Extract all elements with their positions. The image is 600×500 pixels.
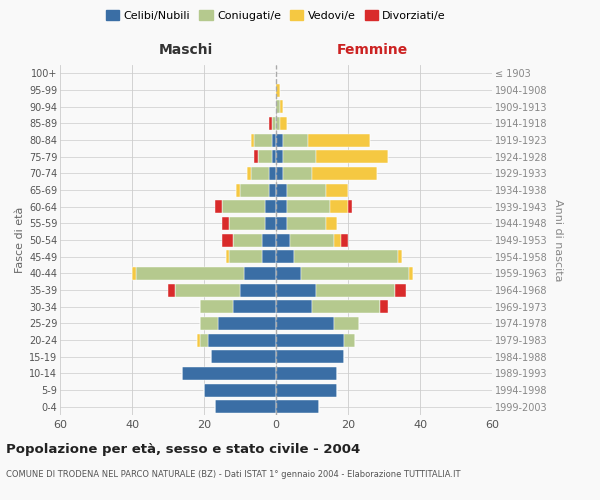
Bar xyxy=(269,184,276,196)
Bar xyxy=(312,300,380,313)
Bar xyxy=(316,284,395,296)
Bar xyxy=(280,117,287,130)
Bar xyxy=(236,184,240,196)
Bar xyxy=(197,334,200,346)
Bar xyxy=(215,400,276,413)
Bar xyxy=(222,217,229,230)
Bar xyxy=(312,167,377,180)
Bar xyxy=(316,150,388,163)
Bar xyxy=(283,167,312,180)
Bar xyxy=(265,200,276,213)
Bar xyxy=(398,250,402,263)
Bar xyxy=(276,167,283,180)
Y-axis label: Anni di nascita: Anni di nascita xyxy=(553,198,563,281)
Bar xyxy=(132,267,136,280)
Bar xyxy=(200,334,208,346)
Bar xyxy=(276,84,280,96)
Bar xyxy=(334,234,341,246)
Bar xyxy=(254,134,272,146)
Bar xyxy=(247,167,251,180)
Bar xyxy=(276,350,344,363)
Bar xyxy=(276,234,290,246)
Bar xyxy=(211,350,276,363)
Bar xyxy=(341,234,348,246)
Bar xyxy=(276,317,334,330)
Bar xyxy=(254,150,258,163)
Bar xyxy=(276,400,319,413)
Bar xyxy=(262,234,276,246)
Bar xyxy=(272,134,276,146)
Bar xyxy=(276,267,301,280)
Bar xyxy=(326,217,337,230)
Bar xyxy=(229,217,265,230)
Text: COMUNE DI TRODENA NEL PARCO NATURALE (BZ) - Dati ISTAT 1° gennaio 2004 - Elabora: COMUNE DI TRODENA NEL PARCO NATURALE (BZ… xyxy=(6,470,461,479)
Bar xyxy=(276,150,283,163)
Bar xyxy=(276,134,283,146)
Bar xyxy=(240,284,276,296)
Bar xyxy=(301,267,409,280)
Bar xyxy=(326,184,348,196)
Bar xyxy=(276,367,337,380)
Text: Femmine: Femmine xyxy=(337,44,407,58)
Bar xyxy=(168,284,175,296)
Text: Maschi: Maschi xyxy=(159,44,213,58)
Bar xyxy=(244,267,276,280)
Bar xyxy=(233,234,262,246)
Bar xyxy=(251,167,269,180)
Bar xyxy=(175,284,240,296)
Bar xyxy=(136,267,244,280)
Bar xyxy=(294,250,398,263)
Bar xyxy=(287,200,330,213)
Bar xyxy=(200,317,218,330)
Bar xyxy=(409,267,413,280)
Bar xyxy=(265,217,276,230)
Bar xyxy=(395,284,406,296)
Y-axis label: Fasce di età: Fasce di età xyxy=(14,207,25,273)
Bar xyxy=(276,184,287,196)
Bar xyxy=(276,250,294,263)
Bar xyxy=(208,334,276,346)
Bar xyxy=(226,250,229,263)
Bar xyxy=(200,300,233,313)
Bar xyxy=(380,300,388,313)
Bar xyxy=(348,200,352,213)
Bar xyxy=(276,284,316,296)
Bar xyxy=(276,217,287,230)
Bar xyxy=(276,100,280,113)
Bar xyxy=(258,150,272,163)
Bar xyxy=(222,200,265,213)
Legend: Celibi/Nubili, Coniugati/e, Vedovi/e, Divorziati/e: Celibi/Nubili, Coniugati/e, Vedovi/e, Di… xyxy=(104,8,448,23)
Bar xyxy=(222,234,233,246)
Bar xyxy=(204,384,276,396)
Bar xyxy=(182,367,276,380)
Bar xyxy=(276,200,287,213)
Bar xyxy=(240,184,269,196)
Bar xyxy=(283,150,316,163)
Bar xyxy=(330,200,348,213)
Bar xyxy=(287,184,326,196)
Bar xyxy=(229,250,262,263)
Bar xyxy=(272,150,276,163)
Bar xyxy=(276,117,280,130)
Bar xyxy=(272,117,276,130)
Bar xyxy=(269,167,276,180)
Bar xyxy=(290,234,334,246)
Bar xyxy=(308,134,370,146)
Bar xyxy=(287,217,326,230)
Bar xyxy=(280,100,283,113)
Bar xyxy=(276,300,312,313)
Bar xyxy=(276,384,337,396)
Bar xyxy=(215,200,222,213)
Bar xyxy=(276,334,344,346)
Bar xyxy=(334,317,359,330)
Bar xyxy=(218,317,276,330)
Bar xyxy=(233,300,276,313)
Bar xyxy=(283,134,308,146)
Bar xyxy=(269,117,272,130)
Bar xyxy=(344,334,355,346)
Text: Popolazione per età, sesso e stato civile - 2004: Popolazione per età, sesso e stato civil… xyxy=(6,442,360,456)
Bar xyxy=(262,250,276,263)
Bar xyxy=(251,134,254,146)
